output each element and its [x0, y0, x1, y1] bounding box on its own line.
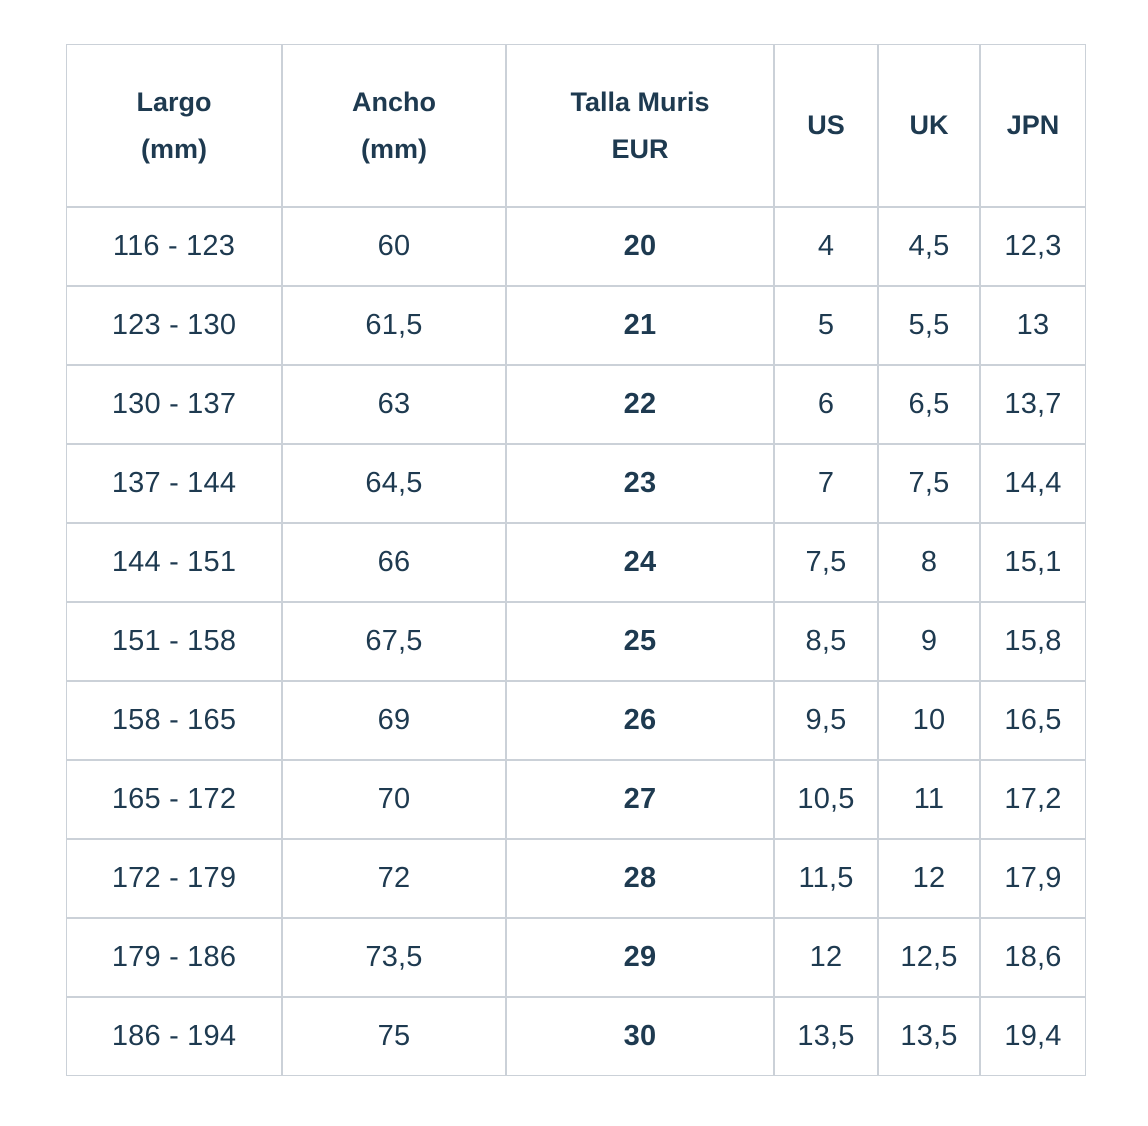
cell-uk: 4,5: [878, 207, 980, 286]
cell-ancho: 72: [282, 839, 506, 918]
cell-largo: 151 - 158: [66, 602, 282, 681]
cell-ancho: 61,5: [282, 286, 506, 365]
table-row: 137 - 144 64,5 23 7 7,5 14,4: [66, 444, 1086, 523]
table-row: 144 - 151 66 24 7,5 8 15,1: [66, 523, 1086, 602]
cell-jpn: 19,4: [980, 997, 1086, 1076]
cell-jpn: 13,7: [980, 365, 1086, 444]
table-row: 179 - 186 73,5 29 12 12,5 18,6: [66, 918, 1086, 997]
cell-eur: 23: [506, 444, 774, 523]
cell-us: 5: [774, 286, 878, 365]
cell-largo: 130 - 137: [66, 365, 282, 444]
cell-eur: 27: [506, 760, 774, 839]
table-row: 186 - 194 75 30 13,5 13,5 19,4: [66, 997, 1086, 1076]
table-row: 116 - 123 60 20 4 4,5 12,3: [66, 207, 1086, 286]
cell-uk: 12,5: [878, 918, 980, 997]
size-chart-container: Largo (mm) Ancho (mm) Talla Muris EUR US…: [66, 44, 1086, 1076]
cell-jpn: 17,2: [980, 760, 1086, 839]
column-header-largo: Largo (mm): [66, 44, 282, 207]
cell-ancho: 60: [282, 207, 506, 286]
cell-largo: 172 - 179: [66, 839, 282, 918]
cell-us: 9,5: [774, 681, 878, 760]
cell-us: 13,5: [774, 997, 878, 1076]
cell-us: 8,5: [774, 602, 878, 681]
cell-jpn: 18,6: [980, 918, 1086, 997]
cell-uk: 6,5: [878, 365, 980, 444]
cell-jpn: 12,3: [980, 207, 1086, 286]
cell-jpn: 17,9: [980, 839, 1086, 918]
cell-uk: 5,5: [878, 286, 980, 365]
cell-jpn: 15,1: [980, 523, 1086, 602]
cell-largo: 158 - 165: [66, 681, 282, 760]
column-header-jpn: JPN: [980, 44, 1086, 207]
cell-largo: 179 - 186: [66, 918, 282, 997]
cell-largo: 144 - 151: [66, 523, 282, 602]
column-header-uk: UK: [878, 44, 980, 207]
cell-eur: 20: [506, 207, 774, 286]
table-row: 172 - 179 72 28 11,5 12 17,9: [66, 839, 1086, 918]
cell-uk: 8: [878, 523, 980, 602]
cell-jpn: 13: [980, 286, 1086, 365]
table-header-row: Largo (mm) Ancho (mm) Talla Muris EUR US…: [66, 44, 1086, 207]
cell-ancho: 66: [282, 523, 506, 602]
cell-eur: 21: [506, 286, 774, 365]
cell-eur: 22: [506, 365, 774, 444]
cell-uk: 11: [878, 760, 980, 839]
cell-eur: 26: [506, 681, 774, 760]
cell-ancho: 67,5: [282, 602, 506, 681]
cell-largo: 186 - 194: [66, 997, 282, 1076]
cell-jpn: 16,5: [980, 681, 1086, 760]
cell-uk: 9: [878, 602, 980, 681]
cell-us: 7,5: [774, 523, 878, 602]
cell-ancho: 75: [282, 997, 506, 1076]
cell-us: 12: [774, 918, 878, 997]
cell-uk: 7,5: [878, 444, 980, 523]
cell-us: 6: [774, 365, 878, 444]
cell-ancho: 64,5: [282, 444, 506, 523]
cell-largo: 123 - 130: [66, 286, 282, 365]
table-row: 165 - 172 70 27 10,5 11 17,2: [66, 760, 1086, 839]
cell-eur: 28: [506, 839, 774, 918]
cell-largo: 116 - 123: [66, 207, 282, 286]
cell-eur: 24: [506, 523, 774, 602]
cell-us: 4: [774, 207, 878, 286]
table-row: 151 - 158 67,5 25 8,5 9 15,8: [66, 602, 1086, 681]
cell-jpn: 15,8: [980, 602, 1086, 681]
table-row: 130 - 137 63 22 6 6,5 13,7: [66, 365, 1086, 444]
size-conversion-table: Largo (mm) Ancho (mm) Talla Muris EUR US…: [66, 44, 1086, 1076]
cell-eur: 25: [506, 602, 774, 681]
cell-us: 7: [774, 444, 878, 523]
cell-largo: 165 - 172: [66, 760, 282, 839]
cell-ancho: 73,5: [282, 918, 506, 997]
cell-jpn: 14,4: [980, 444, 1086, 523]
cell-eur: 30: [506, 997, 774, 1076]
column-header-ancho: Ancho (mm): [282, 44, 506, 207]
cell-eur: 29: [506, 918, 774, 997]
cell-largo: 137 - 144: [66, 444, 282, 523]
cell-uk: 12: [878, 839, 980, 918]
cell-ancho: 70: [282, 760, 506, 839]
column-header-us: US: [774, 44, 878, 207]
table-row: 158 - 165 69 26 9,5 10 16,5: [66, 681, 1086, 760]
cell-ancho: 63: [282, 365, 506, 444]
cell-us: 11,5: [774, 839, 878, 918]
cell-ancho: 69: [282, 681, 506, 760]
table-row: 123 - 130 61,5 21 5 5,5 13: [66, 286, 1086, 365]
cell-uk: 13,5: [878, 997, 980, 1076]
cell-us: 10,5: [774, 760, 878, 839]
cell-uk: 10: [878, 681, 980, 760]
column-header-talla-eur: Talla Muris EUR: [506, 44, 774, 207]
